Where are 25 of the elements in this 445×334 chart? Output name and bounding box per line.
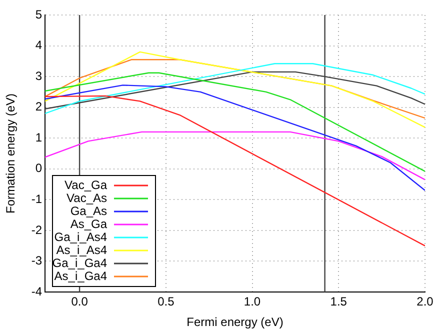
y-tick-label: 1	[35, 130, 42, 144]
x-tick-label: 2.0	[416, 294, 434, 309]
legend-label: Vac_As	[66, 190, 107, 205]
x-tick-label: 1.5	[330, 294, 348, 309]
x-axis-title: Fermi energy (eV)	[186, 315, 284, 330]
legend-label: As_i_As4	[56, 242, 108, 257]
y-tick-label: 5	[35, 7, 42, 22]
legend-label: Vac_Ga	[64, 178, 108, 192]
y-tick-label: 4	[35, 38, 42, 52]
legend-label: As_Ga	[70, 216, 108, 231]
y-tick-label: 0	[35, 161, 42, 176]
y-tick-label: -1	[31, 192, 42, 206]
y-tick-label: -4	[31, 284, 42, 298]
y-tick-label: 3	[35, 68, 42, 83]
y-tick-label: -3	[31, 254, 42, 268]
y-axis-title: Formation energy (eV)	[4, 93, 18, 214]
y-tick-label: 2	[35, 100, 42, 114]
x-tick-label: 0.5	[158, 294, 175, 309]
legend-label: Ga_i_As4	[54, 230, 108, 244]
y-tick-label: -2	[31, 222, 42, 237]
x-tick-label: 1.0	[244, 294, 261, 309]
legend-label: Ga_As	[70, 204, 107, 218]
legend-label: Ga_i_Ga4	[52, 256, 108, 270]
legend-label: As_i_Ga4	[54, 268, 108, 283]
x-tick-label: 0.0	[71, 294, 88, 309]
